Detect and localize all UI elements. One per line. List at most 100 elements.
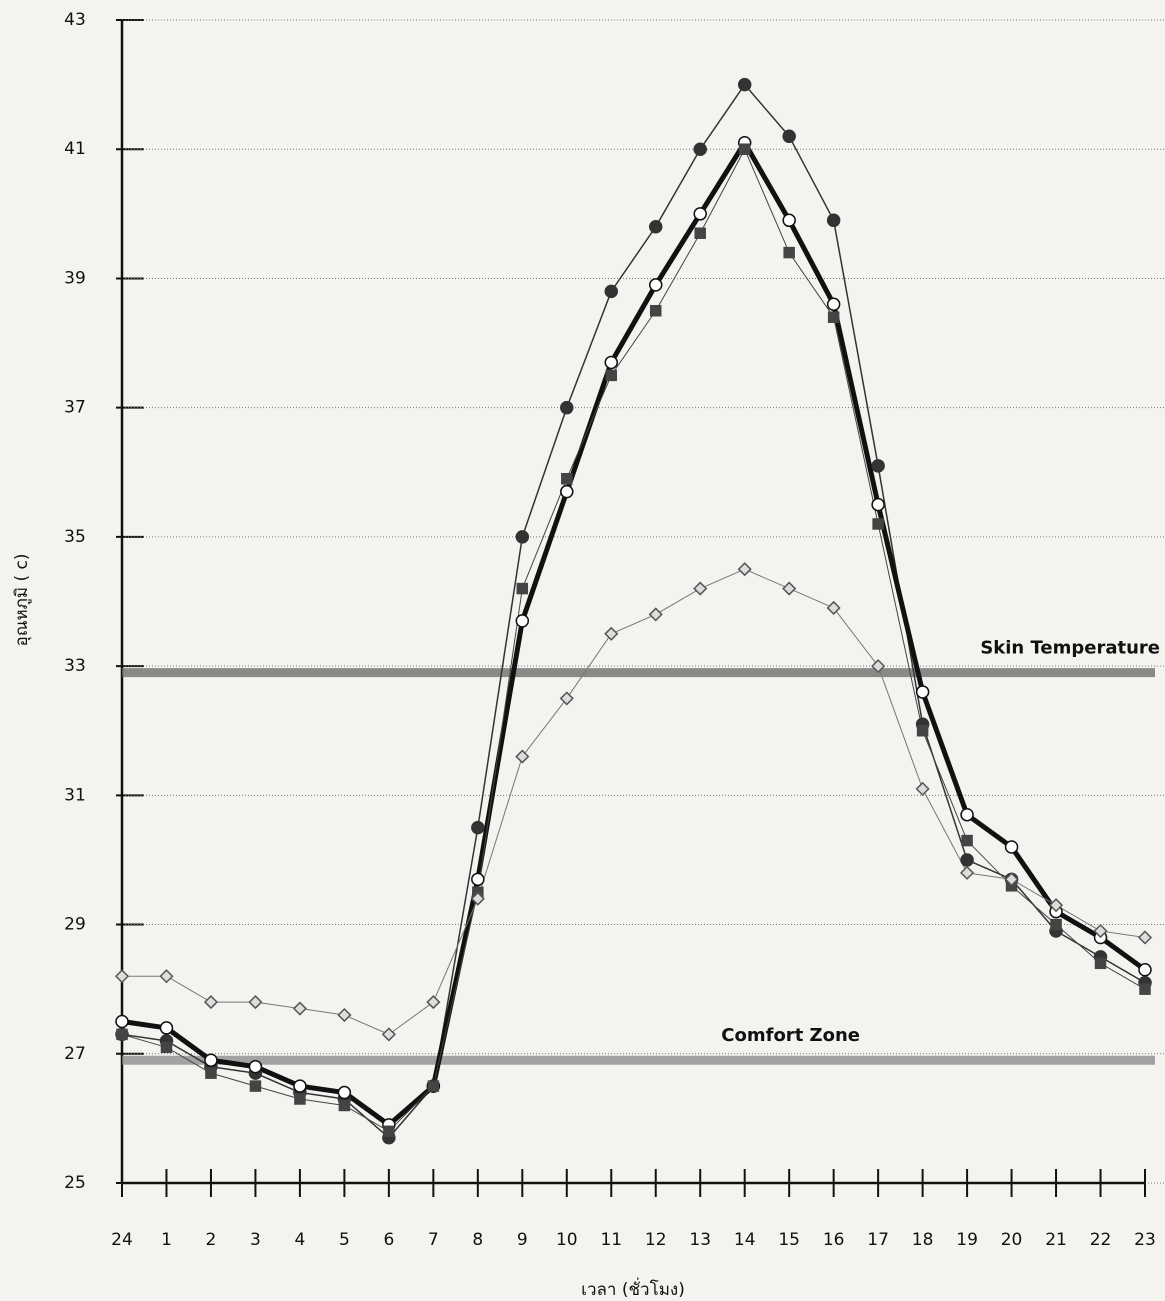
marker	[426, 995, 441, 1010]
marker	[115, 1014, 129, 1029]
y-tick-label: 41	[64, 139, 86, 159]
y-tick-label: 35	[64, 527, 86, 547]
marker	[960, 853, 974, 867]
marker	[782, 129, 796, 144]
x-tick-label: 16	[823, 1230, 845, 1250]
y-tick-label: 39	[64, 268, 86, 288]
y-tick-label: 33	[64, 656, 86, 676]
marker	[826, 297, 841, 312]
marker	[915, 685, 930, 699]
marker	[383, 1125, 395, 1138]
marker	[693, 207, 707, 221]
marker	[116, 1028, 128, 1041]
marker	[427, 1080, 440, 1092]
marker	[915, 781, 930, 796]
marker	[871, 459, 885, 473]
marker	[292, 1001, 307, 1016]
x-tick-label: 17	[867, 1230, 889, 1250]
x-tick-label: 10	[556, 1230, 578, 1250]
marker	[1138, 963, 1152, 977]
marker	[648, 220, 663, 234]
marker	[605, 369, 618, 382]
x-tick-label: 3	[250, 1230, 261, 1250]
marker	[960, 807, 974, 822]
marker	[159, 1021, 174, 1035]
y-tick-label: 31	[64, 785, 86, 805]
marker	[294, 1093, 306, 1105]
x-tick-label: 22	[1090, 1230, 1112, 1250]
x-tick-label: 20	[1001, 1230, 1023, 1250]
marker	[1050, 918, 1062, 931]
x-tick-label: 15	[778, 1230, 800, 1250]
marker	[248, 995, 263, 1010]
marker	[648, 607, 663, 622]
x-tick-label: 4	[294, 1230, 305, 1250]
marker	[471, 820, 485, 835]
y-tick-label: 43	[64, 10, 86, 30]
marker	[604, 626, 619, 641]
marker	[205, 1067, 217, 1079]
marker	[561, 472, 573, 485]
marker	[470, 891, 485, 906]
marker	[293, 1079, 307, 1093]
marker	[515, 614, 530, 628]
marker	[159, 969, 174, 984]
x-tick-label: 1	[161, 1230, 172, 1250]
marker	[160, 1041, 173, 1054]
marker	[960, 865, 975, 880]
marker	[1093, 923, 1108, 939]
marker	[381, 1027, 396, 1042]
marker	[826, 213, 841, 228]
x-tick-label: 11	[600, 1230, 622, 1250]
x-tick-label: 5	[339, 1230, 350, 1250]
x-tick-label: 24	[111, 1230, 133, 1250]
marker	[338, 1099, 351, 1112]
series-line	[121, 140, 1147, 1128]
marker	[337, 1085, 352, 1100]
marker	[649, 305, 662, 317]
y-tick-label: 27	[64, 1044, 86, 1064]
marker	[249, 1080, 262, 1092]
x-tick-label: 8	[472, 1230, 483, 1250]
x-tick-label: 12	[645, 1230, 667, 1250]
reference-label: Comfort Zone	[721, 1025, 860, 1046]
x-tick-label: 6	[383, 1230, 394, 1250]
x-axis-label: เวลา (ชั่วโมง)	[581, 1277, 685, 1300]
marker	[871, 497, 885, 512]
marker	[693, 142, 707, 156]
marker	[737, 77, 752, 92]
marker	[1139, 983, 1151, 995]
marker	[560, 400, 574, 415]
marker	[648, 278, 663, 292]
series-line	[121, 83, 1146, 1139]
marker	[782, 213, 796, 228]
marker	[782, 581, 797, 596]
marker	[916, 724, 929, 737]
marker	[203, 995, 219, 1010]
marker	[204, 1053, 218, 1067]
reference-label: Skin Temperature	[980, 638, 1160, 659]
marker	[826, 600, 841, 616]
series-line	[122, 568, 1146, 1035]
marker	[1137, 930, 1153, 945]
marker	[604, 355, 619, 370]
x-tick-label: 23	[1134, 1230, 1156, 1250]
marker	[694, 227, 706, 239]
marker	[114, 969, 130, 984]
x-tick-label: 9	[517, 1230, 528, 1250]
marker	[516, 582, 529, 595]
marker	[248, 1059, 263, 1074]
marker	[827, 311, 840, 323]
marker	[783, 246, 795, 259]
y-tick-label: 29	[64, 915, 86, 935]
y-tick-label: 25	[64, 1173, 86, 1193]
series-line	[121, 148, 1146, 1132]
marker	[471, 872, 485, 887]
marker	[872, 518, 884, 530]
marker	[1094, 957, 1107, 970]
marker	[1004, 840, 1019, 854]
marker	[515, 749, 530, 764]
marker	[737, 562, 752, 577]
